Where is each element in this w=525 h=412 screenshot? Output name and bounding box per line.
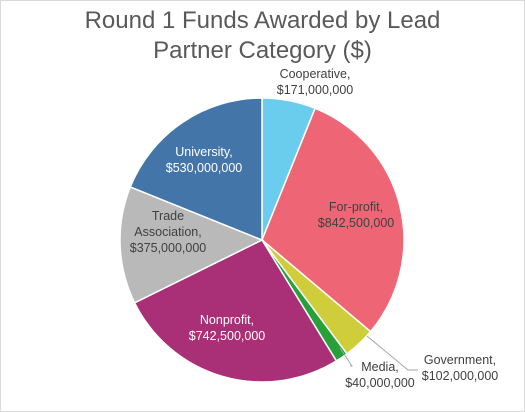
data-label-line: Nonprofit, <box>200 313 254 327</box>
data-label-line: For-profit, <box>329 200 383 214</box>
data-label-line: Association, <box>134 225 201 239</box>
data-label-government: Government, $102,000,000 <box>422 353 499 383</box>
data-label-line: $742,500,000 <box>189 329 266 343</box>
data-label-line: Trade <box>152 209 184 223</box>
data-label-line: Government, <box>424 353 496 367</box>
data-label-line: $102,000,000 <box>422 369 499 383</box>
data-label-cooperative: Cooperative, $171,000,000 <box>277 67 354 97</box>
data-label-line: $171,000,000 <box>277 83 354 97</box>
data-label-line: $375,000,000 <box>130 241 207 255</box>
data-label-line: University, <box>175 145 232 159</box>
data-label-line: Cooperative, <box>280 67 351 81</box>
data-label-media: Media, $40,000,000 <box>345 360 415 390</box>
data-label-line: Media, <box>361 360 399 374</box>
data-label-line: $530,000,000 <box>166 161 243 175</box>
data-label-line: $40,000,000 <box>345 376 415 390</box>
data-label-line: $842,500,000 <box>318 216 395 230</box>
